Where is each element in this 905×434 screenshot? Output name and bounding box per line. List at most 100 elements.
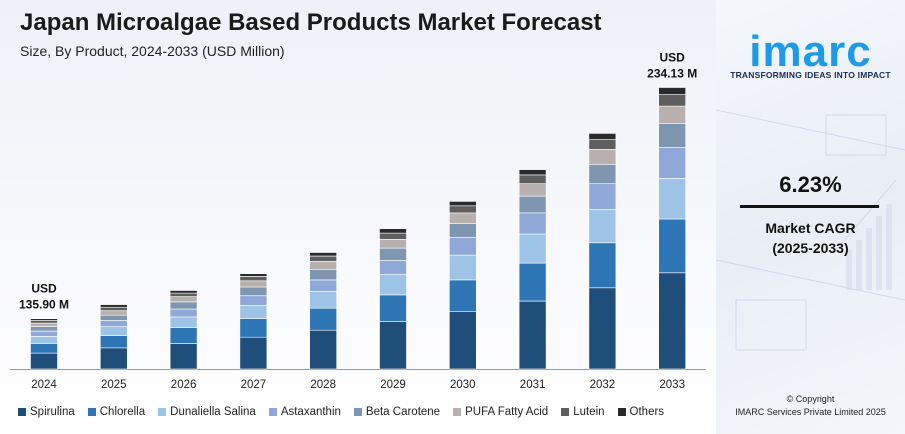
- bar-segment-2031-pufa-fatty-acid: [518, 183, 547, 197]
- x-tick-label-2031: 2031: [520, 379, 546, 391]
- legend-label: PUFA Fatty Acid: [465, 406, 549, 418]
- cagr-divider: [740, 205, 879, 208]
- side-panel: imarc TRANSFORMING IDEAS INTO IMPACT 6.2…: [716, 0, 905, 434]
- legend-label: Dunaliella Salina: [170, 406, 256, 418]
- bar-segment-2032-chlorella: [588, 242, 617, 289]
- chart-legend: Spirulina Chlorella Dunaliella Salina Astax…: [18, 403, 677, 421]
- x-tick-label-2028: 2028: [310, 379, 336, 391]
- bar-segment-2031-spirulina: [518, 300, 547, 370]
- bar-segment-2029-beta-carotene: [379, 247, 407, 261]
- legend-swatch: [87, 408, 96, 416]
- legend-swatch: [353, 408, 362, 416]
- annotation-value-2024: 135.90 M: [19, 298, 69, 312]
- bar-segment-2028-chlorella: [309, 307, 338, 331]
- bar-segment-2030-others: [448, 201, 477, 207]
- x-tick-label-2030: 2030: [450, 379, 476, 391]
- bar-segment-2024-dunaliella-salina: [30, 336, 58, 344]
- bar-segment-2026-dunaliella-salina: [169, 316, 198, 328]
- imarc-logo: imarc: [749, 27, 872, 76]
- bar-segment-2024-chlorella: [30, 343, 58, 354]
- decorative-background-graphic: [716, 109, 905, 351]
- bar-segment-2030-pufa-fatty-acid: [448, 212, 477, 224]
- bar-segment-2033-dunaliella-salina: [658, 178, 687, 220]
- chart-title: Japan Microalgae Based Products Market F…: [20, 9, 602, 36]
- bar-segment-2028-others: [309, 252, 338, 257]
- bar-segment-2027-pufa-fatty-acid: [239, 280, 268, 288]
- bar-segment-2026-astaxanthin: [169, 308, 198, 318]
- bar-segment-2026-chlorella: [169, 327, 198, 344]
- bar-segment-2027-lutein: [239, 276, 268, 282]
- cagr-label-line-2: (2025-2033): [772, 240, 849, 256]
- logo-tagline: TRANSFORMING IDEAS INTO IMPACT: [730, 70, 891, 80]
- bar-segment-2031-lutein: [518, 174, 547, 184]
- bar-segment-2029-chlorella: [379, 294, 407, 322]
- bar-segment-2031-chlorella: [518, 262, 547, 302]
- bar-segment-2028-pufa-fatty-acid: [309, 261, 338, 270]
- legend-label: Others: [629, 406, 665, 418]
- bar-segment-2025-lutein: [100, 306, 128, 312]
- bar-segment-2029-others: [379, 228, 407, 234]
- bar-segment-2024-spirulina: [30, 352, 58, 370]
- bar-segment-2030-spirulina: [448, 311, 477, 370]
- bar-segment-2028-spirulina: [309, 329, 338, 370]
- bar-segment-2026-pufa-fatty-acid: [169, 296, 198, 303]
- bar-segment-2026-others: [169, 290, 198, 294]
- legend-label: Lutein: [573, 406, 605, 418]
- bar-segment-2029-dunaliella-salina: [379, 274, 407, 296]
- bar-segment-2027-others: [239, 273, 268, 277]
- bar-segment-2027-dunaliella-salina: [239, 305, 268, 319]
- x-tick-label-2024: 2024: [31, 379, 57, 391]
- bar-segment-2031-beta-carotene: [518, 195, 547, 214]
- x-tick-label-2032: 2032: [590, 379, 616, 391]
- bar-segment-2028-dunaliella-salina: [309, 291, 338, 309]
- bar-segment-2030-beta-carotene: [448, 223, 477, 238]
- legend-item-lutein: Lutein: [561, 406, 605, 418]
- bar-segment-2027-beta-carotene: [239, 286, 268, 296]
- bar-segment-2025-chlorella: [100, 335, 128, 349]
- bar-segment-2028-lutein: [309, 255, 338, 262]
- chart-panel: Japan Microalgae Based Products Market F…: [0, 0, 716, 434]
- bar-segment-2028-astaxanthin: [309, 279, 338, 292]
- legend-item-beta-carotene: Beta Carotene: [353, 406, 441, 418]
- bar-segment-2033-pufa-fatty-acid: [658, 105, 687, 124]
- bar-segment-2030-chlorella: [448, 279, 477, 312]
- bar-segment-2027-chlorella: [239, 318, 268, 338]
- x-tick-label-2027: 2027: [241, 379, 267, 391]
- bar-segment-2025-beta-carotene: [100, 314, 128, 321]
- bar-segment-2033-lutein: [658, 94, 687, 107]
- bar-segment-2025-others: [100, 304, 128, 308]
- legend-swatch: [268, 408, 277, 416]
- bar-segment-2025-spirulina: [100, 347, 128, 370]
- legend-swatch: [453, 408, 462, 416]
- bar-segment-2032-lutein: [588, 139, 617, 150]
- bar-segment-2032-pufa-fatty-acid: [588, 149, 617, 165]
- annotation-currency-2033: USD: [660, 51, 686, 65]
- bar-segment-2025-pufa-fatty-acid: [100, 310, 128, 316]
- legend-swatch: [617, 408, 626, 416]
- copyright-line-1: © Copyright: [786, 394, 835, 404]
- legend-item-astaxanthin: Astaxanthin: [268, 406, 341, 418]
- legend-item-dunaliella-salina: Dunaliella Salina: [158, 406, 256, 418]
- cagr-value: 6.23%: [779, 172, 842, 197]
- legend-item-pufa-fatty-acid: PUFA Fatty Acid: [453, 406, 548, 418]
- bar-segment-2032-beta-carotene: [588, 164, 617, 185]
- bar-segment-2024-lutein: [30, 320, 58, 324]
- bar-segment-2026-beta-carotene: [169, 301, 198, 310]
- bar-segment-2033-spirulina: [658, 272, 687, 370]
- legend-swatch: [561, 408, 570, 416]
- bar-segment-2024-pufa-fatty-acid: [30, 322, 58, 327]
- bar-segment-2029-lutein: [379, 232, 407, 240]
- legend-item-spirulina: Spirulina: [18, 406, 75, 418]
- bar-segment-2030-dunaliella-salina: [448, 254, 477, 281]
- bar-segment-2032-dunaliella-salina: [588, 209, 617, 244]
- copyright-notice: © Copyright IMARC Services Private Limit…: [716, 393, 905, 419]
- bar-segment-2024-others: [30, 318, 58, 321]
- bar-segment-2026-lutein: [169, 292, 198, 297]
- bar-segment-2029-pufa-fatty-acid: [379, 239, 407, 249]
- bar-segment-2029-astaxanthin: [379, 260, 407, 275]
- bar-segment-2025-astaxanthin: [100, 320, 128, 327]
- bar-segment-2027-spirulina: [239, 336, 268, 370]
- legend-label: Beta Carotene: [365, 406, 441, 418]
- bar-segment-2031-dunaliella-salina: [518, 233, 547, 264]
- legend-label: Spirulina: [30, 406, 75, 418]
